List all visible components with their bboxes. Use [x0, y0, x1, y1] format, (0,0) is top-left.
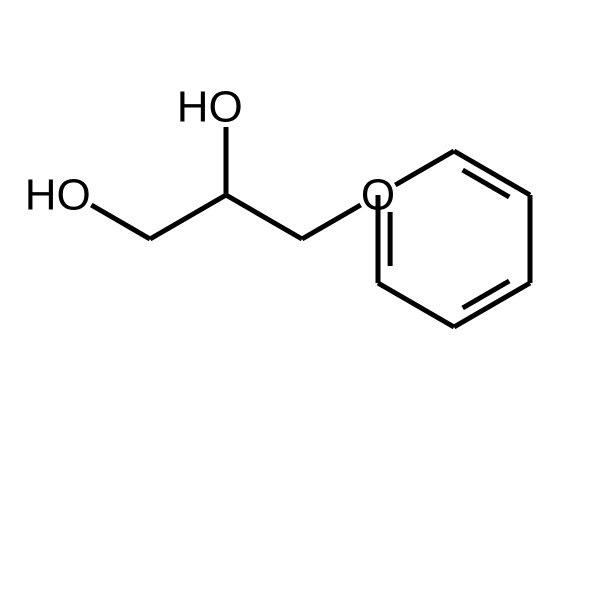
bond-line: [150, 195, 226, 239]
atom-label-O_ether: O: [361, 171, 395, 220]
atom-label-OH2: HO: [177, 83, 243, 132]
chemical-structure-canvas: O HO HO: [0, 0, 600, 600]
bond-line: [463, 281, 510, 308]
bond-line: [463, 170, 510, 197]
bond-line: [302, 205, 361, 239]
bond-line: [378, 283, 454, 327]
bond-line: [91, 205, 150, 239]
bond-line: [395, 151, 454, 185]
bond-line: [226, 195, 302, 239]
atom-label-OH3: HO: [25, 171, 91, 220]
